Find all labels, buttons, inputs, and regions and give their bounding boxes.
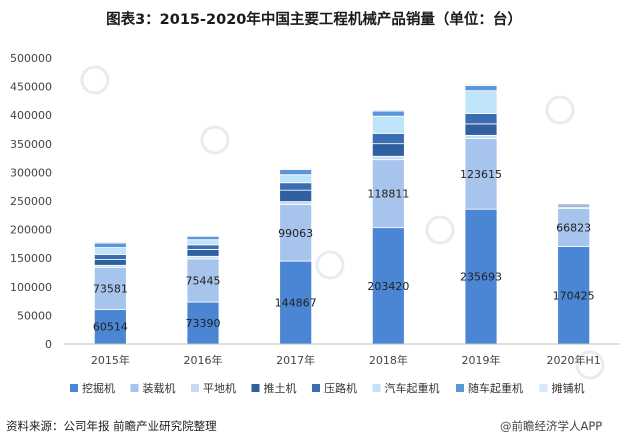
legend-swatch: [251, 384, 260, 392]
legend-label: 汽车起重机: [385, 381, 440, 395]
bar-segment: [464, 138, 498, 210]
bars: 60514 73581 73390 75445 144867 99063 203420 118…: [93, 83, 595, 345]
x-tick-label: 2017年: [276, 353, 315, 367]
legend-swatch: [312, 384, 320, 392]
data-label: 123615: [460, 168, 502, 181]
watermark-logo-icon: [80, 65, 110, 95]
y-tick-label: 500000: [10, 52, 52, 65]
bar-segment: [279, 174, 313, 184]
bar-segment: [186, 244, 220, 250]
legend-swatch: [191, 384, 199, 392]
bar-segment: [371, 115, 405, 134]
bar-segment: [557, 246, 591, 345]
bar-segment: [93, 259, 127, 266]
watermark-logo-icon: [425, 215, 455, 245]
x-tick-label: 2019年: [462, 353, 501, 367]
y-axis: 0 50000 100000 150000 200000 250000 300000 3500…: [10, 52, 52, 351]
data-label: 73390: [186, 317, 221, 330]
watermark-logo-icon: [200, 125, 230, 155]
watermark-logo-icon: [545, 95, 575, 125]
x-tick-label: 2020年H1: [547, 353, 601, 367]
data-label: 75445: [186, 274, 221, 287]
y-tick-label: 150000: [10, 252, 52, 265]
legend: 挖掘机 装载机 平地机 推土机 压路机 汽车起重机 随车起重机 摊铺机: [70, 381, 585, 395]
legend-label: 推土机: [264, 381, 297, 395]
bar-segment: [279, 201, 313, 205]
bar-segment: [279, 169, 313, 176]
watermark-logo-icon: [575, 350, 605, 380]
y-tick-label: 350000: [10, 138, 52, 151]
bar-segment: [186, 239, 220, 246]
data-label: 203420: [367, 280, 409, 293]
y-tick-label: 100000: [10, 281, 52, 294]
bar-segment: [464, 113, 498, 125]
bar-segment: [464, 85, 498, 92]
source-note: 资料来源：公司年报 前瞻产业研究院整理: [6, 419, 217, 433]
data-label: 235693: [460, 271, 502, 284]
bar-segment: [279, 189, 313, 203]
legend-swatch: [456, 384, 464, 392]
bar-segment: [186, 235, 220, 241]
y-tick-label: 0: [45, 338, 52, 351]
y-tick-label: 400000: [10, 109, 52, 122]
bar-segment: [464, 83, 498, 86]
legend-swatch: [372, 384, 381, 392]
bar-segment: [464, 123, 498, 136]
bar-segment: [371, 143, 405, 157]
y-tick-label: 300000: [10, 166, 52, 179]
x-tick-label: 2018年: [369, 353, 408, 367]
y-tick-label: 250000: [10, 195, 52, 208]
bar-segment: [93, 308, 127, 345]
data-label: 66823: [556, 221, 591, 234]
legend-label: 平地机: [203, 381, 236, 395]
data-label: 144867: [275, 297, 317, 310]
y-tick-label: 200000: [10, 224, 52, 237]
chart-title: 图表3：2015-2020年中国主要工程机械产品销量（单位：台）: [106, 12, 522, 28]
bar-segment: [279, 168, 313, 170]
watermark-brand-text: @前瞻经济学人APP: [500, 419, 603, 433]
bar-segment: [557, 207, 591, 247]
data-label: 60514: [93, 321, 128, 334]
bar-segment: [279, 204, 313, 262]
bar-segment: [464, 134, 498, 139]
legend-swatch: [70, 384, 78, 392]
bar-segment: [464, 90, 498, 114]
x-tick-label: 2015年: [91, 353, 130, 367]
bar-segment: [279, 260, 313, 345]
x-tick-label: 2016年: [184, 353, 223, 367]
bar-segment: [93, 247, 127, 255]
watermark-logo-icon: [315, 250, 345, 280]
x-axis: 2015年 2016年 2017年 2018年 2019年 2020年H1: [64, 343, 620, 367]
data-label: 73581: [93, 282, 128, 295]
bar-segment: [186, 249, 220, 257]
bar-segment: [93, 242, 127, 248]
bar-segment: [557, 203, 591, 206]
data-label: 170425: [553, 289, 595, 302]
bar-segment: [371, 110, 405, 117]
data-label: 118811: [367, 188, 409, 201]
y-tick-label: 450000: [10, 81, 52, 94]
legend-label: 摊铺机: [552, 381, 585, 395]
bar-segment: [186, 234, 220, 237]
bar-segment: [279, 182, 313, 191]
legend-label: 压路机: [324, 381, 357, 395]
watermark-logos: [80, 65, 605, 380]
bar-segment: [371, 109, 405, 112]
y-tick-label: 50000: [17, 309, 52, 322]
legend-label: 挖掘机: [82, 381, 115, 395]
bar-segment: [371, 155, 405, 161]
bar-segment: [93, 241, 127, 244]
legend-swatch: [539, 384, 548, 392]
legend-label: 装载机: [143, 381, 176, 395]
data-label: 99063: [278, 227, 313, 240]
bar-segment: [371, 159, 405, 229]
legend-label: 随车起重机: [468, 381, 523, 395]
legend-swatch: [130, 384, 139, 392]
bar-segment: [93, 254, 127, 260]
bar-segment: [371, 132, 405, 145]
